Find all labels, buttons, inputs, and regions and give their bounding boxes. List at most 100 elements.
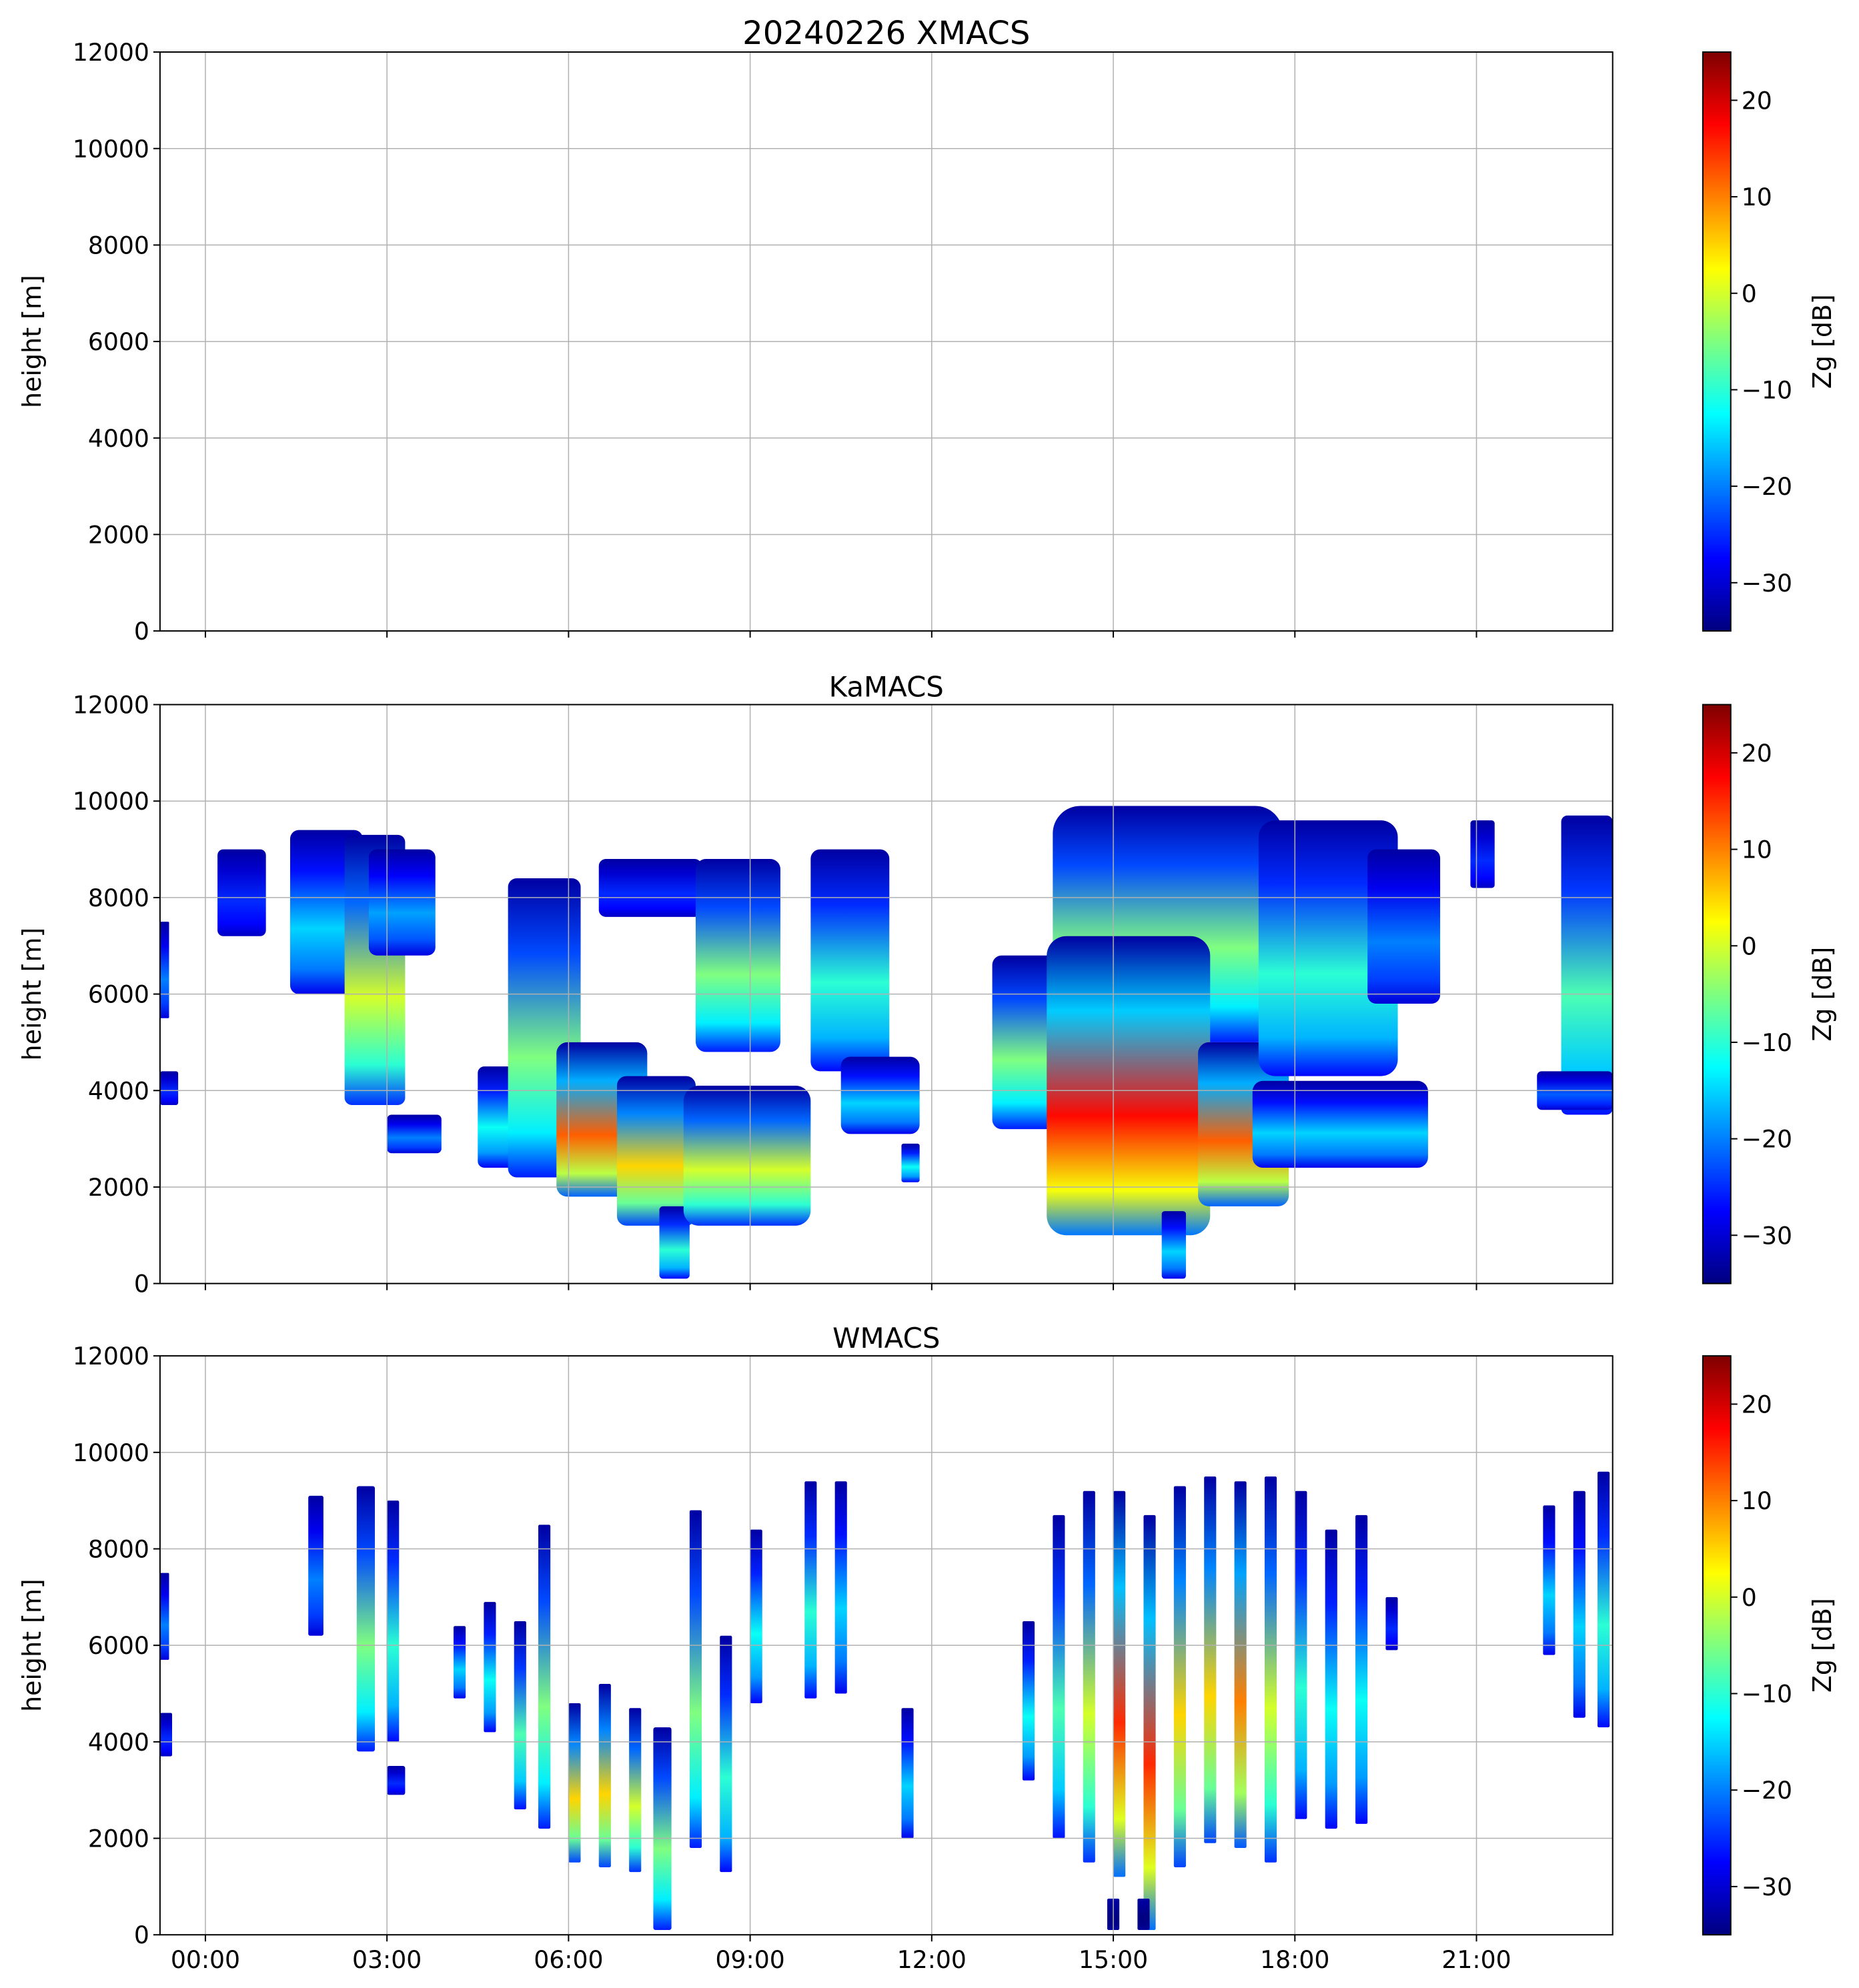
chart-panel: 0 2000 4000 6000 8000 10000 12000 20240226 XMAC…: [17, 15, 1837, 646]
colorbar-tick-label: 20: [1742, 86, 1772, 115]
x-tick-label: 06:00: [534, 1945, 603, 1974]
echo-cell: [1083, 1490, 1095, 1863]
y-tick-label: 2000: [88, 520, 149, 549]
echo-cell: [598, 859, 702, 917]
panel-title: KaMACS: [829, 671, 944, 704]
y-tick-label: 8000: [88, 231, 149, 259]
y-tick-label: 10000: [73, 135, 149, 163]
colorbar-tick-label: −10: [1742, 1680, 1792, 1709]
echo-cell: [1053, 1515, 1065, 1839]
echo-cell: [1113, 1490, 1126, 1877]
echo-cell: [568, 1703, 581, 1863]
echo-cell: [538, 1525, 551, 1829]
echo-cell: [653, 1727, 672, 1930]
y-tick-label: 4000: [88, 1728, 149, 1757]
echo-cell: [159, 922, 169, 1018]
grid-lines: [159, 51, 1613, 632]
colorbar-tick-label: 10: [1742, 1486, 1772, 1515]
y-tick-label: 0: [134, 1270, 149, 1298]
y-axis-label: height [m]: [17, 275, 47, 408]
echo-cell: [1173, 1486, 1186, 1867]
echo-cell: [695, 859, 780, 1052]
echo-cell: [1325, 1529, 1337, 1829]
x-tick-label: 00:00: [171, 1945, 240, 1974]
y-axis-label: height [m]: [17, 1579, 47, 1712]
x-tick-label: 09:00: [716, 1945, 785, 1974]
echo-cell: [810, 849, 890, 1072]
echo-cell: [1143, 1515, 1156, 1930]
echo-cell: [1367, 849, 1441, 1004]
y-tick-label: 2000: [88, 1173, 149, 1202]
y-tick-label: 4000: [88, 424, 149, 453]
echo-cell: [1161, 1211, 1186, 1279]
y-tick-label: 8000: [88, 884, 149, 912]
echo-cell: [368, 849, 436, 956]
echo-cell: [750, 1529, 762, 1703]
colorbar-tick-label: 0: [1742, 1583, 1757, 1612]
x-tick-label: 12:00: [897, 1945, 967, 1974]
echo-cell: [598, 1684, 611, 1867]
colorbar-tick-label: −20: [1742, 1125, 1792, 1154]
echo-cell: [1355, 1515, 1368, 1824]
echo-cell: [159, 1573, 169, 1660]
x-tick-label: 21:00: [1441, 1945, 1511, 1974]
colorbar-tick-label: 10: [1742, 836, 1772, 864]
echo-cell: [1385, 1597, 1398, 1651]
echo-cell: [683, 1086, 811, 1226]
y-tick-label: 8000: [88, 1535, 149, 1564]
colorbar-label: Zg [dB]: [1808, 294, 1837, 389]
echo-cell: [659, 1206, 690, 1279]
echo-cell: [1234, 1481, 1247, 1849]
echo-cell: [1597, 1471, 1610, 1728]
colorbar: [1702, 51, 1732, 632]
y-tick-label: 10000: [73, 787, 149, 816]
y-axis-label: height [m]: [17, 928, 47, 1061]
echo-cell: [1543, 1505, 1556, 1655]
echo-cell: [1264, 1476, 1277, 1863]
echo-cell: [1470, 820, 1495, 888]
colorbar-tick-label: −20: [1742, 1776, 1792, 1805]
echo-cell: [356, 1486, 376, 1752]
y-tick-label: 6000: [88, 980, 149, 1009]
colorbar-tick-label: −30: [1742, 1221, 1792, 1250]
colorbar: [1702, 704, 1732, 1284]
echo-layer: [159, 806, 1613, 1279]
colorbar-label: Zg [dB]: [1808, 1598, 1837, 1693]
colorbar-tick-label: 0: [1742, 279, 1757, 308]
colorbar-tick-label: 10: [1742, 183, 1772, 211]
echo-cell: [217, 849, 266, 936]
echo-cell: [1573, 1490, 1586, 1718]
echo-cell: [1252, 1080, 1428, 1168]
echo-cell: [834, 1481, 847, 1694]
echo-cell: [804, 1481, 817, 1699]
echo-cell: [1137, 1898, 1150, 1930]
echo-cell: [159, 1713, 173, 1757]
echo-cell: [484, 1602, 496, 1733]
grid-lines: [159, 704, 1613, 1284]
chart-panel: 0 2000 4000 6000 8000 10000 12000 KaMACS height …: [17, 671, 1837, 1298]
y-tick-label: 6000: [88, 327, 149, 356]
y-tick-label: 2000: [88, 1825, 149, 1853]
echo-cell: [629, 1708, 642, 1873]
echo-cell: [159, 1071, 179, 1105]
colorbar-tick-label: −20: [1742, 472, 1792, 501]
colorbar-tick-label: −10: [1742, 1028, 1792, 1057]
echo-cell: [720, 1635, 732, 1873]
echo-cell: [453, 1626, 466, 1699]
echo-cell: [689, 1510, 702, 1849]
panel-title: 20240226 XMACS: [742, 15, 1030, 52]
colorbar-label: Zg [dB]: [1808, 947, 1837, 1042]
y-tick-label: 6000: [88, 1631, 149, 1660]
x-tick-label: 18:00: [1260, 1945, 1329, 1974]
colorbar-tick-label: 20: [1742, 739, 1772, 768]
echo-cell: [387, 1501, 400, 1742]
x-tick-label: 03:00: [352, 1945, 422, 1974]
echo-cell: [840, 1056, 920, 1134]
y-tick-label: 0: [134, 1921, 149, 1949]
echo-cell: [1047, 936, 1211, 1236]
echo-cell: [901, 1143, 920, 1182]
x-tick-label: 15:00: [1079, 1945, 1148, 1974]
echo-cell: [514, 1621, 526, 1810]
echo-cell: [901, 1708, 914, 1839]
